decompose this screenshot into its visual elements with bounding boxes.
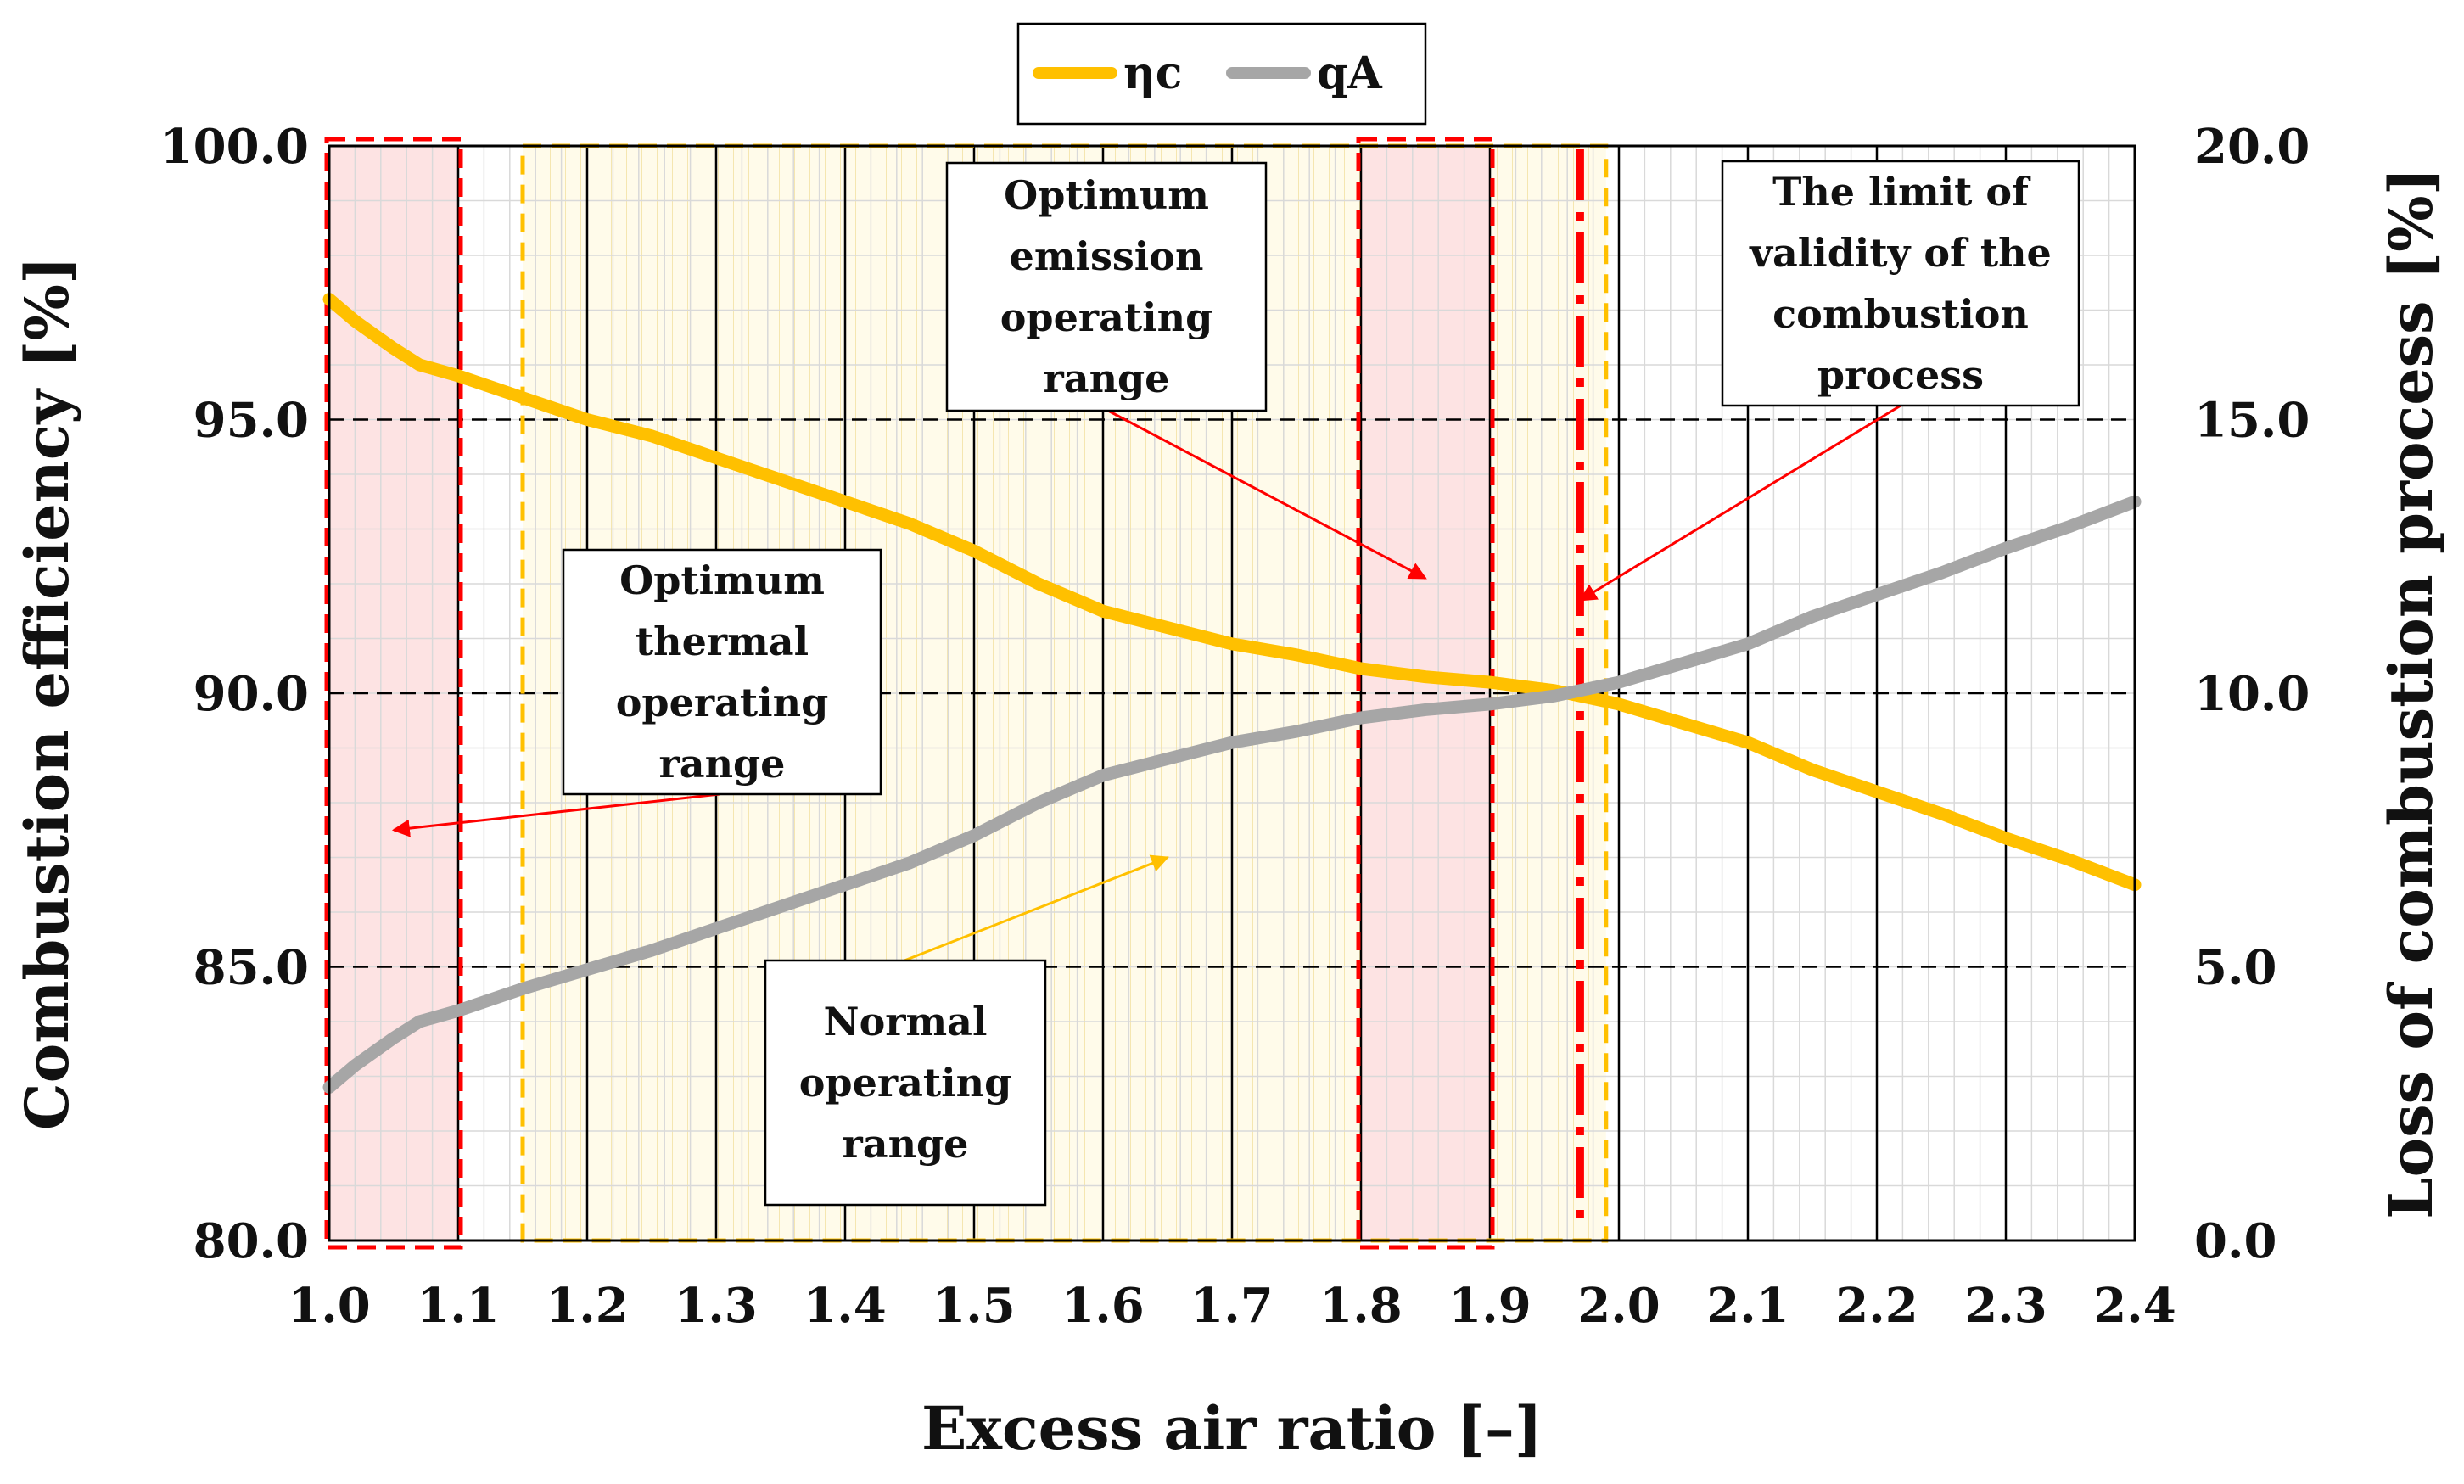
annotation-box-2 xyxy=(945,161,1268,412)
x-tick-label: 1.8 xyxy=(1319,1278,1402,1334)
x-tick-label: 1.3 xyxy=(675,1278,757,1334)
x-tick-label: 1.0 xyxy=(288,1278,370,1334)
y2-tick-label: 20.0 xyxy=(2194,119,2310,175)
annotation-arrow-3 xyxy=(1578,404,1901,602)
plot-frame xyxy=(328,144,2136,1242)
region-border-2 xyxy=(1356,137,1495,1250)
annotation-box-3 xyxy=(1721,160,2080,407)
y-axis-title: Combustion efficiency [%] xyxy=(12,256,82,1130)
annotation-arrow-0 xyxy=(391,792,720,837)
annotation-text-0: operating xyxy=(616,680,828,725)
annotation-text-0: Optimum xyxy=(619,557,825,603)
y-tick-label: 90.0 xyxy=(193,666,309,722)
annotation-arrow-2 xyxy=(1107,409,1427,580)
annotation-boxes: Optimum thermal operating range Normal operat… xyxy=(562,160,2080,1207)
x-tick-label: 2.0 xyxy=(1577,1278,1660,1334)
y-tick-label: 100.0 xyxy=(160,119,309,175)
annotation-text-3: combustion xyxy=(1772,291,2029,337)
annotation-text-1: operating xyxy=(799,1060,1011,1106)
annotation-text-1: Normal xyxy=(824,999,988,1044)
series-lines xyxy=(322,293,2142,1094)
annotation-box-1 xyxy=(764,959,1047,1207)
legend-label-eta-c: ηc xyxy=(1123,48,1182,99)
x-tick-label: 2.3 xyxy=(1964,1278,2047,1334)
legend: ηc qA xyxy=(1016,22,1427,126)
annotation-text-3: validity of the xyxy=(1749,230,2052,276)
annotation-text-1: range xyxy=(843,1121,969,1167)
annotation-text-2: operating xyxy=(1000,294,1212,340)
annotation-text-3: process xyxy=(1817,352,1984,398)
y-tick-label: 80.0 xyxy=(193,1213,309,1269)
annotation-text-2: emission xyxy=(1010,233,1204,279)
annotation-text-2: Optimum xyxy=(1004,172,1209,218)
y-tick-label: 85.0 xyxy=(193,940,309,996)
x-tick-label: 1.4 xyxy=(804,1278,886,1334)
annotation-text-0: thermal xyxy=(636,619,809,664)
x-tick-label: 1.5 xyxy=(932,1278,1015,1334)
region-border-0 xyxy=(324,137,463,1250)
x-tick-label: 2.2 xyxy=(1835,1278,1918,1334)
annotation-text-2: range xyxy=(1044,356,1170,401)
x-tick-label: 1.1 xyxy=(417,1278,499,1334)
series-line-eta-c xyxy=(322,293,2142,892)
x-tick-label: 2.1 xyxy=(1706,1278,1789,1334)
series-line-qa xyxy=(322,495,2142,1094)
x-tick-label: 1.7 xyxy=(1190,1278,1273,1334)
annotation-arrows xyxy=(391,404,1901,962)
annotation-arrow-1 xyxy=(904,854,1169,962)
legend-label-qa: qA xyxy=(1317,48,1382,99)
y2-tick-label: 0.0 xyxy=(2194,1213,2276,1269)
y2-axis-title: Loss of combustion process [%] xyxy=(2376,167,2446,1218)
annotation-box-0 xyxy=(562,548,882,796)
y2-tick-label: 5.0 xyxy=(2194,940,2276,996)
y2-tick-label: 15.0 xyxy=(2194,393,2310,449)
x-tick-label: 2.4 xyxy=(2093,1278,2176,1334)
x-tick-label: 1.2 xyxy=(546,1278,628,1334)
annotation-text-0: range xyxy=(659,741,786,787)
x-axis-title: Excess air ratio [–] xyxy=(921,1393,1543,1464)
y2-tick-label: 10.0 xyxy=(2194,666,2310,722)
x-tick-label: 1.6 xyxy=(1061,1278,1144,1334)
axes: 1.0 1.1 1.2 1.3 1.4 1.5 1.6 1.7 1.8 1.9 2.0 2.1 2.2 2… xyxy=(12,119,2446,1464)
annotation-text-3: The limit of xyxy=(1772,169,2031,215)
y-tick-label: 95.0 xyxy=(193,393,309,449)
x-tick-label: 1.9 xyxy=(1448,1278,1531,1334)
